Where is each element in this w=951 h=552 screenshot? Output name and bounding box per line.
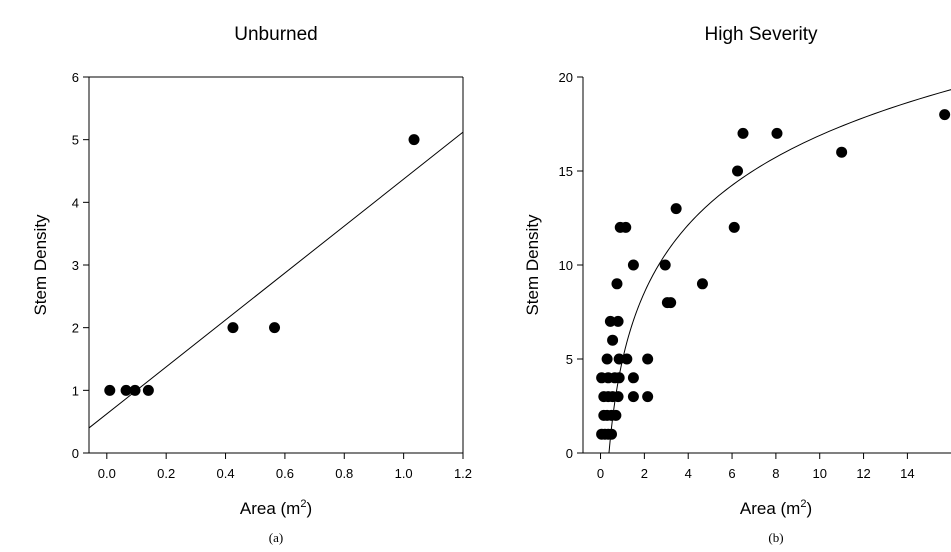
x-tick-label: 14 bbox=[900, 466, 914, 481]
panel-high-severity: High Severity 0 5 10 15 20 0 2 4 6 8 10 12 14 Area (m2… bbox=[523, 24, 951, 545]
x-tick-label: 0.6 bbox=[276, 466, 294, 481]
x-tick-label: 0 bbox=[597, 466, 604, 481]
data-point bbox=[607, 335, 618, 346]
y-tick-label: 3 bbox=[72, 258, 79, 273]
data-point bbox=[628, 260, 639, 271]
data-point bbox=[628, 372, 639, 383]
data-point bbox=[614, 372, 625, 383]
data-point bbox=[621, 354, 632, 365]
data-point bbox=[771, 128, 782, 139]
x-axis-label: Area (m2) bbox=[740, 498, 812, 518]
y-tick-label: 6 bbox=[72, 70, 79, 85]
y-axis-label: Stem Density bbox=[523, 214, 542, 316]
y-tick-label: 5 bbox=[72, 133, 79, 148]
fit-line bbox=[89, 132, 463, 428]
y-tick-label: 2 bbox=[72, 321, 79, 336]
y-tick-label: 20 bbox=[559, 70, 573, 85]
x-tick-label: 10 bbox=[812, 466, 826, 481]
x-tick-label: 4 bbox=[685, 466, 692, 481]
panel-unburned: Unburned 0 1 2 3 4 5 6 0.0 0.2 0.4 0.6 0.8 1.0 1.2 Area… bbox=[31, 24, 472, 545]
data-point bbox=[836, 147, 847, 158]
data-point bbox=[732, 166, 743, 177]
data-point bbox=[602, 354, 613, 365]
y-tick-label: 4 bbox=[72, 195, 79, 210]
x-axis-label: Area (m2) bbox=[240, 498, 312, 518]
data-point bbox=[610, 410, 621, 421]
data-point bbox=[628, 391, 639, 402]
data-point bbox=[642, 391, 653, 402]
data-point bbox=[642, 354, 653, 365]
y-tick-label: 0 bbox=[72, 446, 79, 461]
x-tick-label: 6 bbox=[728, 466, 735, 481]
data-point bbox=[665, 297, 676, 308]
data-point bbox=[738, 128, 749, 139]
y-tick-label: 5 bbox=[566, 352, 573, 367]
chart-title: Unburned bbox=[234, 24, 317, 45]
y-axis-label: Stem Density bbox=[31, 214, 50, 316]
data-point bbox=[613, 391, 624, 402]
data-point bbox=[269, 322, 280, 333]
x-tick-label: 1.0 bbox=[395, 466, 413, 481]
data-point bbox=[143, 385, 154, 396]
y-tick-label: 10 bbox=[559, 258, 573, 273]
panel-label: (b) bbox=[768, 530, 783, 545]
x-tick-label: 8 bbox=[772, 466, 779, 481]
data-point bbox=[227, 322, 238, 333]
data-point bbox=[611, 278, 622, 289]
x-tick-label: 0.2 bbox=[157, 466, 175, 481]
chart-title: High Severity bbox=[705, 24, 818, 45]
y-tick-label: 0 bbox=[566, 446, 573, 461]
x-tick-label: 0.0 bbox=[98, 466, 116, 481]
x-tick-label: 2 bbox=[641, 466, 648, 481]
x-tick-label: 0.8 bbox=[335, 466, 353, 481]
data-point bbox=[671, 203, 682, 214]
data-point bbox=[729, 222, 740, 233]
x-tick-label: 12 bbox=[856, 466, 870, 481]
data-point bbox=[613, 316, 624, 327]
data-point bbox=[606, 429, 617, 440]
x-tick-label: 0.4 bbox=[217, 466, 235, 481]
data-point bbox=[409, 134, 420, 145]
data-point bbox=[130, 385, 141, 396]
data-point bbox=[660, 260, 671, 271]
data-point bbox=[939, 109, 950, 120]
x-tick-label: 1.2 bbox=[454, 466, 472, 481]
data-point bbox=[104, 385, 115, 396]
y-tick-label: 1 bbox=[72, 383, 79, 398]
data-point bbox=[620, 222, 631, 233]
y-tick-label: 15 bbox=[559, 164, 573, 179]
panel-label: (a) bbox=[269, 530, 283, 545]
fit-curve bbox=[601, 87, 951, 453]
data-point bbox=[697, 278, 708, 289]
